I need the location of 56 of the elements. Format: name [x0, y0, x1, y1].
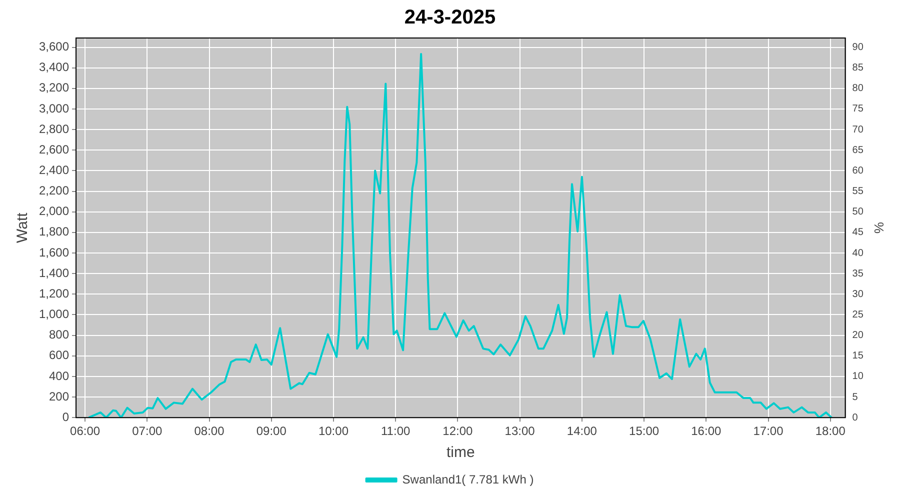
- y2-tick-label: 40: [852, 248, 864, 259]
- x-tick-label: 12:00: [442, 424, 474, 438]
- y-tick-label: 1,400: [39, 266, 70, 280]
- chart-title: 24-3-2025: [404, 6, 496, 29]
- y-tick-label: 3,600: [39, 40, 70, 54]
- y2-tick-label: 10: [852, 371, 864, 382]
- x-tick-label: 14:00: [566, 424, 598, 438]
- y-tick-label: 1,800: [39, 224, 70, 239]
- x-tick-label: 07:00: [132, 424, 162, 438]
- y-tick-label: 200: [49, 389, 70, 404]
- y2-tick-label: 50: [852, 206, 864, 218]
- y-tick-label: 1,200: [39, 286, 70, 300]
- y2-tick-label: 35: [852, 268, 864, 280]
- y2-tick-label: 85: [852, 62, 864, 74]
- y2-tick-label: 30: [852, 288, 864, 300]
- y2-tick-label: 20: [852, 330, 864, 342]
- y2-tick-label: 5: [852, 392, 858, 403]
- y-tick-label: 3,000: [39, 101, 70, 116]
- y2-tick-label: 80: [852, 83, 864, 94]
- x-tick-label: 13:00: [504, 424, 536, 438]
- x-tick-label: 08:00: [194, 424, 225, 438]
- y2-tick-label: 55: [852, 186, 864, 198]
- y2-tick-label: 45: [852, 227, 864, 238]
- legend-label: Swanland1( 7.781 kWh ): [402, 472, 534, 486]
- x-tick-label: 11:00: [381, 424, 410, 438]
- y-tick-label: 2,800: [39, 122, 70, 136]
- y2-axis-title: %: [872, 222, 887, 234]
- x-tick-label: 09:00: [256, 424, 287, 438]
- x-tick-label: 06:00: [70, 424, 100, 438]
- y-tick-label: 400: [49, 368, 70, 383]
- x-tick-label: 17:00: [753, 424, 784, 438]
- y-tick-label: 1,000: [39, 307, 70, 322]
- x-axis-title: time: [446, 444, 475, 462]
- y-tick-label: 2,000: [39, 204, 70, 218]
- y-tick-label: 600: [49, 348, 70, 362]
- y-tick-label: 2,400: [39, 163, 70, 178]
- y-tick-label: 0: [62, 410, 70, 424]
- y-tick-label: 800: [49, 328, 70, 342]
- y2-tick-label: 65: [852, 144, 864, 156]
- y-tick-label: 2,600: [39, 142, 70, 156]
- y2-tick-label: 25: [852, 309, 864, 320]
- y-tick-label: 3,400: [39, 60, 70, 74]
- y-tick-label: 1,600: [39, 245, 70, 260]
- y2-tick-label: 60: [852, 165, 864, 176]
- x-tick-label: 10:00: [318, 424, 349, 438]
- y2-tick-label: 75: [852, 104, 864, 115]
- y2-tick-label: 0: [852, 412, 858, 424]
- y-axis-title: Watt: [14, 212, 32, 243]
- x-tick-label: 16:00: [691, 424, 722, 438]
- x-tick-label: 15:00: [629, 424, 660, 438]
- y-tick-label: 2,200: [39, 184, 70, 198]
- y2-tick-label: 90: [852, 42, 864, 54]
- y2-tick-label: 70: [852, 124, 864, 136]
- y2-tick-label: 15: [852, 350, 864, 362]
- y-tick-label: 3,200: [39, 80, 70, 95]
- x-tick-label: 18:00: [815, 424, 846, 438]
